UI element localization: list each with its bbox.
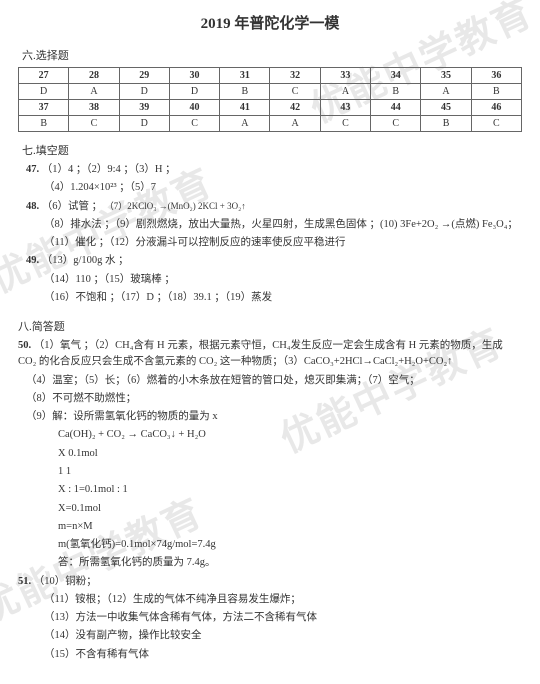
table-cell: C [270,84,320,100]
q50-line: （9）解：设所需氢氧化钙的物质的量为 x [26,409,522,425]
table-cell: B [371,84,421,100]
equation-line: 1 1 [58,464,522,480]
table-header: 31 [220,68,270,84]
q48-line: （8）排水法 ；（9）剧烈燃烧，放出大量热，火星四射，生成黑色固体 ；(10) … [44,217,522,233]
table-header: 37 [19,100,69,116]
q51-line: （13）方法一中收集气体含稀有气体，方法二不含稀有气体 [44,610,522,626]
q47-line: 47. （1）4 ；（2）9:4 ；（3）H ； [26,162,522,178]
q48-line: （11）催化 ；（12）分液漏斗可以控制反应的速率使反应平稳进行 [44,235,522,251]
table-cell: D [119,84,169,100]
table-cell: C [69,116,119,132]
table-cell: B [471,84,521,100]
table-cell: D [19,84,69,100]
table-header: 38 [69,100,119,116]
q47-line: （4）1.204×10²³ ；（5）7 [44,180,522,196]
table-header: 29 [119,68,169,84]
table-cell: B [19,116,69,132]
q50-line: （4）温室；（5）长；（6）燃着的小木条放在短管的管口处，熄灭即集满；（7）空气… [26,373,522,389]
question-number: 48. [26,201,39,212]
section-8-heading: 八.简答题 [18,318,522,334]
q48-line: 48. （6）试管 ； （7）2KClO₃ →(MnO₂) 2KCl + 3O₂… [26,199,522,215]
table-cell: B [421,116,471,132]
question-number: 50. [18,340,31,351]
answer-text: （13）g/100g 水 ； [42,255,129,266]
table-header: 34 [371,68,421,84]
table-header: 33 [320,68,370,84]
table-header: 41 [220,100,270,116]
question-number: 49. [26,255,39,266]
table-header: 39 [119,100,169,116]
answer-text: （7）2KClO₃ →(MnO₂) 2KCl + 3O₂↑ [105,201,246,211]
table-header: 46 [471,100,521,116]
page-title: 2019 年普陀化学一模 [18,12,522,33]
q51-line: （11）铵根；（12）生成的气体不纯净且容易发生爆炸； [44,592,522,608]
table-header: 28 [69,68,119,84]
q51-line: （14）没有副产物，操作比较安全 [44,628,522,644]
table-header: 42 [270,100,320,116]
table-cell: D [119,116,169,132]
equation-line: m(氢氧化钙)=0.1mol×74g/mol=7.4g [58,537,522,553]
q51-line: 51. （10）铜粉； [18,574,522,590]
table-header: 35 [421,68,471,84]
table-header: 27 [19,68,69,84]
table-header: 32 [270,68,320,84]
answer-text: 答：所需氢氧化钙的质量为 7.4g。 [58,555,522,571]
table-header: 43 [320,100,370,116]
table-cell: A [421,84,471,100]
table-header: 30 [169,68,219,84]
q49-line: （14）110 ；（15）玻璃棒 ； [44,272,522,288]
table-header: 40 [169,100,219,116]
q49-line: 49. （13）g/100g 水 ； [26,253,522,269]
table-cell: C [320,116,370,132]
answer-table: 27 28 29 30 31 32 33 34 35 36 D A D D B … [18,67,522,132]
table-cell: A [220,116,270,132]
answer-text: （1）氧气 ；（2）CH₄含有 H 元素，根据元素守恒，CH₄发生反应一定会生成… [18,340,503,367]
equation-line: Ca(OH)₂ + CO₂ → CaCO₃↓ + H₂O [58,427,522,443]
table-cell: C [371,116,421,132]
section-7-heading: 七.填空题 [22,142,522,158]
table-cell: A [320,84,370,100]
equation-line: X : 1=0.1mol : 1 [58,482,522,498]
table-cell: D [169,84,219,100]
table-header: 45 [421,100,471,116]
equation-line: m=n×M [58,519,522,535]
table-header: 44 [371,100,421,116]
answer-text: （10）铜粉； [34,576,97,587]
answer-text: （1）4 ；（2）9:4 ；（3）H ； [42,164,176,175]
table-cell: C [471,116,521,132]
q49-line: （16）不饱和 ；（17）D ；（18）39.1 ；（19）蒸发 [44,290,522,306]
table-cell: B [220,84,270,100]
equation-line: X 0.1mol [58,446,522,462]
table-cell: A [69,84,119,100]
question-number: 51. [18,576,31,587]
q50-line: （8）不可燃不助燃性； [26,391,522,407]
table-cell: C [169,116,219,132]
table-cell: A [270,116,320,132]
q51-line: （15）不含有稀有气体 [44,647,522,663]
question-number: 47. [26,164,39,175]
equation-line: X=0.1mol [58,501,522,517]
q50-line: 50. （1）氧气 ；（2）CH₄含有 H 元素，根据元素守恒，CH₄发生反应一… [18,338,522,371]
section-6-heading: 六.选择题 [22,47,522,63]
table-header: 36 [471,68,521,84]
answer-text: （6）试管 ； [42,201,102,212]
